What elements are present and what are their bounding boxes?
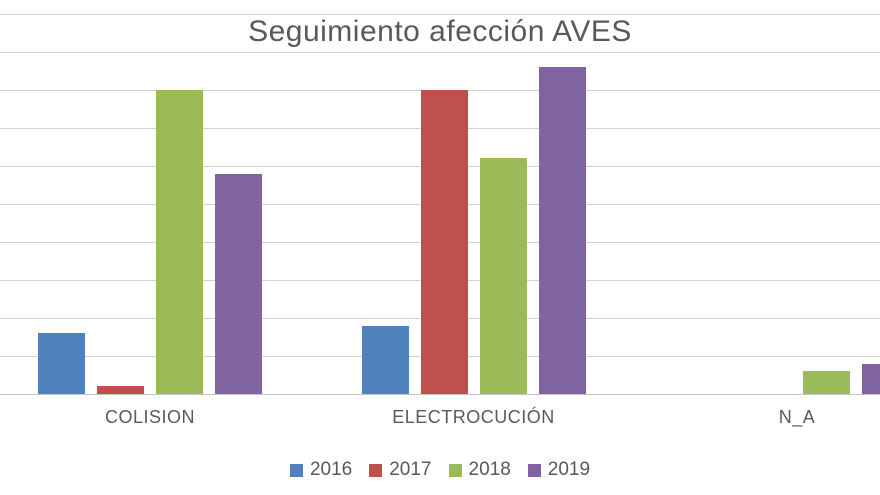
bar-2016-colision	[38, 333, 85, 394]
bar-2019-n_a	[862, 363, 880, 394]
gridline	[0, 14, 880, 15]
bar-2018-colision	[156, 90, 203, 394]
legend-item-2019: 2019	[527, 459, 591, 481]
bar-2017-colision	[97, 386, 144, 394]
legend: 2016 2017 2018 2019	[0, 459, 880, 481]
x-axis-label-colision: COLISION	[104, 407, 196, 427]
bar-2018-n_a	[803, 371, 850, 394]
x-axis-line	[0, 394, 880, 395]
legend-label: 2019	[547, 459, 591, 480]
x-axis-label-electrocución: ELECTROCUCIÓN	[392, 407, 555, 427]
legend-label: 2017	[389, 459, 432, 480]
legend-item-2017: 2017	[369, 459, 432, 481]
bar-2016-electrocución	[361, 325, 409, 394]
gridline	[0, 52, 880, 53]
legend-item-2018: 2018	[448, 459, 511, 481]
legend-swatch-icon	[369, 463, 383, 477]
legend-swatch-icon	[289, 463, 303, 477]
bar-2019-electrocución	[538, 67, 586, 394]
bar-2017-electrocución	[420, 90, 468, 394]
legend-label: 2016	[309, 459, 353, 480]
legend-label: 2018	[468, 459, 511, 480]
legend-swatch-icon	[527, 463, 541, 477]
bar-2018-electrocución	[479, 158, 527, 394]
legend-swatch-icon	[448, 463, 462, 477]
legend-item-2016: 2016	[289, 459, 353, 481]
x-axis-label-n_a: N_A	[778, 407, 816, 427]
bar-2019-colision	[215, 173, 262, 394]
chart-title: Seguimiento afección AVES	[248, 15, 632, 48]
